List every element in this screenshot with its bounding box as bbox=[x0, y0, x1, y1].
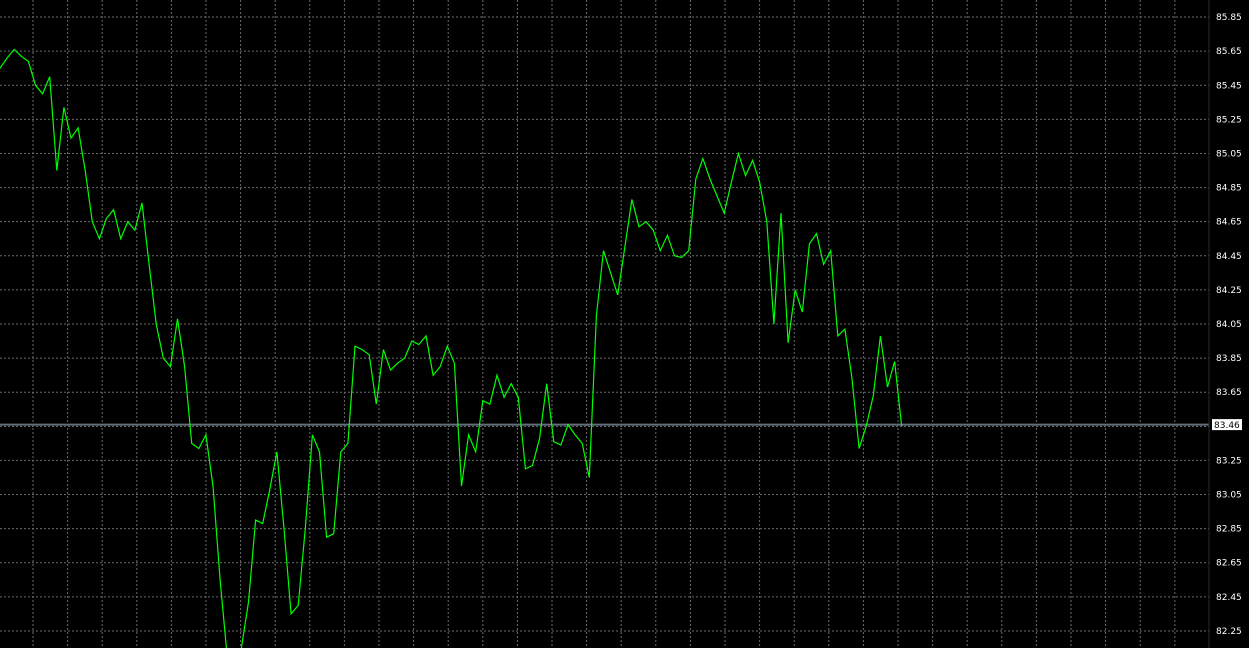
current-price-tag-label: 83.46 bbox=[1214, 421, 1240, 431]
y-tick-label: 85.25 bbox=[1216, 115, 1242, 125]
y-tick-label: 82.85 bbox=[1216, 525, 1242, 535]
y-tick-label: 85.05 bbox=[1216, 149, 1242, 159]
y-tick-label: 84.25 bbox=[1216, 286, 1242, 296]
y-tick-label: 83.65 bbox=[1216, 388, 1242, 398]
y-tick-label: 84.65 bbox=[1216, 218, 1242, 228]
y-tick-label: 83.85 bbox=[1216, 354, 1242, 364]
y-tick-label: 85.45 bbox=[1216, 81, 1242, 91]
series-line bbox=[0, 48, 903, 648]
series-group bbox=[0, 48, 903, 648]
y-tick-label: 84.45 bbox=[1216, 252, 1242, 262]
y-tick-label: 84.85 bbox=[1216, 184, 1242, 194]
y-tick-label: 85.65 bbox=[1216, 47, 1242, 57]
current-price-tag: 83.46 bbox=[1212, 419, 1242, 431]
y-tick-label: 82.45 bbox=[1216, 593, 1242, 603]
y-axis: 85.85 85.65 85.45 85.25 85.05 84.85 84.65 84.45… bbox=[1208, 0, 1242, 648]
y-tick-label: 83.25 bbox=[1216, 456, 1242, 466]
y-tick-label: 84.05 bbox=[1216, 320, 1242, 330]
grid bbox=[0, 0, 1209, 648]
current-price-tag-background bbox=[1212, 419, 1242, 431]
y-tick-label: 82.65 bbox=[1216, 559, 1242, 569]
y-tick-label: 83.05 bbox=[1216, 491, 1242, 501]
y-tick-label: 82.25 bbox=[1216, 627, 1242, 637]
y-tick-label: 85.85 bbox=[1216, 13, 1242, 23]
